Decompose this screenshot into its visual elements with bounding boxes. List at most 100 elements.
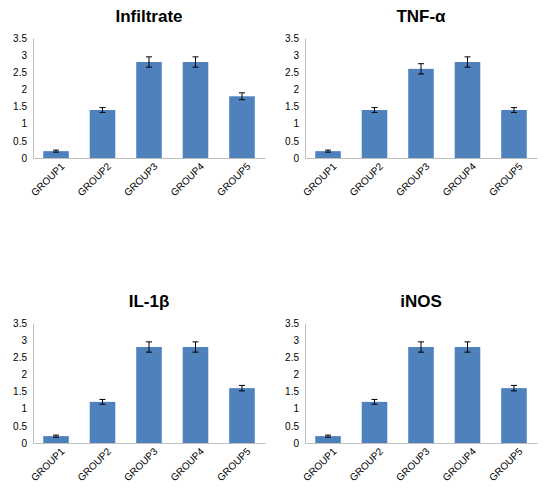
y-tick-label: 3.5 xyxy=(285,33,299,44)
error-bar xyxy=(192,57,198,67)
x-tick-label: GROUP4 xyxy=(440,445,478,483)
x-tick-label: GROUP4 xyxy=(168,445,206,483)
error-cap xyxy=(464,352,470,353)
bar xyxy=(315,436,341,443)
bar xyxy=(136,347,162,443)
y-tick-label: 3 xyxy=(293,50,299,61)
x-tick: GROUP1 xyxy=(29,158,67,198)
bar xyxy=(455,62,481,158)
error-cap xyxy=(100,112,106,113)
error-cap xyxy=(192,67,198,68)
y-tick-label: 0 xyxy=(21,438,27,449)
x-tick-label: GROUP1 xyxy=(29,160,67,198)
y-tick: 2.5 xyxy=(13,352,33,363)
x-tick: GROUP4 xyxy=(168,158,206,198)
bar xyxy=(501,110,527,158)
error-stem xyxy=(374,108,375,113)
error-bar xyxy=(511,385,517,390)
error-cap xyxy=(100,404,106,405)
x-tick-label: GROUP3 xyxy=(122,160,160,198)
y-tick: 3 xyxy=(21,335,33,346)
plot-area xyxy=(43,57,255,158)
y-tick-label: 0 xyxy=(293,153,299,164)
error-cap xyxy=(53,435,59,436)
y-tick-label: 3.5 xyxy=(285,318,299,329)
error-cap xyxy=(100,399,106,400)
error-bar xyxy=(100,108,106,113)
plot-area xyxy=(315,342,527,443)
x-tick-label: GROUP2 xyxy=(75,160,113,198)
y-tick-label: 2 xyxy=(21,84,27,95)
error-cap xyxy=(192,352,198,353)
y-tick: 1 xyxy=(21,118,33,129)
error-cap xyxy=(100,107,106,108)
bar xyxy=(229,388,255,443)
x-tick-label: GROUP2 xyxy=(347,445,385,483)
error-stem xyxy=(102,399,103,404)
error-cap xyxy=(325,437,331,438)
x-tick-label: GROUP5 xyxy=(215,445,253,483)
y-tick-label: 3.5 xyxy=(13,33,27,44)
error-bar xyxy=(239,385,245,390)
error-cap xyxy=(146,341,152,342)
error-cap xyxy=(418,74,424,75)
bar xyxy=(136,62,162,158)
x-tick-label: GROUP2 xyxy=(75,445,113,483)
x-tick: GROUP5 xyxy=(215,443,253,483)
panel: IL-1β00.511.522.533.5GROUP1GROUP2GROUP3G… xyxy=(13,292,265,483)
y-tick: 2.5 xyxy=(285,67,305,78)
error-cap xyxy=(325,150,331,151)
error-stem xyxy=(467,57,468,67)
y-tick-label: 2 xyxy=(293,369,299,380)
y-axis-line xyxy=(33,324,34,444)
y-tick: 1.5 xyxy=(285,386,305,397)
error-cap xyxy=(239,390,245,391)
error-cap xyxy=(511,112,517,113)
error-bar xyxy=(372,108,378,113)
y-tick: 1 xyxy=(293,403,305,414)
x-tick: GROUP2 xyxy=(347,443,385,483)
y-tick: 2 xyxy=(21,369,33,380)
x-tick-label: GROUP1 xyxy=(301,445,339,483)
error-stem xyxy=(421,64,422,74)
error-stem xyxy=(195,342,196,352)
y-tick-label: 2 xyxy=(293,84,299,95)
x-tick-label: GROUP3 xyxy=(394,445,432,483)
y-tick: 1.5 xyxy=(285,101,305,112)
y-tick-label: 1.5 xyxy=(285,101,299,112)
error-cap xyxy=(325,152,331,153)
error-stem xyxy=(149,342,150,352)
bar xyxy=(183,62,209,158)
error-cap xyxy=(464,341,470,342)
y-tick: 2.5 xyxy=(13,67,33,78)
y-tick-label: 1.5 xyxy=(285,386,299,397)
x-tick-label: GROUP4 xyxy=(168,160,206,198)
x-tick: GROUP3 xyxy=(122,158,160,198)
x-tick-label: GROUP2 xyxy=(347,160,385,198)
error-stem xyxy=(149,57,150,67)
y-tick-label: 3 xyxy=(293,335,299,346)
error-cap xyxy=(418,352,424,353)
error-cap xyxy=(325,435,331,436)
error-cap xyxy=(192,56,198,57)
x-tick: GROUP1 xyxy=(301,443,339,483)
error-cap xyxy=(372,404,378,405)
x-tick-label: GROUP3 xyxy=(394,160,432,198)
x-tick: GROUP4 xyxy=(440,443,478,483)
error-stem xyxy=(513,385,514,390)
error-cap xyxy=(418,341,424,342)
y-axis: 00.511.522.533.5 xyxy=(13,318,33,449)
x-tick: GROUP5 xyxy=(487,443,525,483)
error-bar xyxy=(325,150,331,152)
x-axis: GROUP1GROUP2GROUP3GROUP4GROUP5 xyxy=(29,443,266,483)
y-tick: 0 xyxy=(293,153,305,164)
y-tick: 0 xyxy=(293,438,305,449)
x-axis-line xyxy=(306,158,538,159)
y-tick: 0.5 xyxy=(13,421,33,432)
error-bar xyxy=(464,342,470,352)
y-tick: 2.5 xyxy=(285,352,305,363)
error-stem xyxy=(241,93,242,100)
x-tick-label: GROUP5 xyxy=(215,160,253,198)
x-tick-label: GROUP1 xyxy=(29,445,67,483)
error-bar xyxy=(239,93,245,100)
